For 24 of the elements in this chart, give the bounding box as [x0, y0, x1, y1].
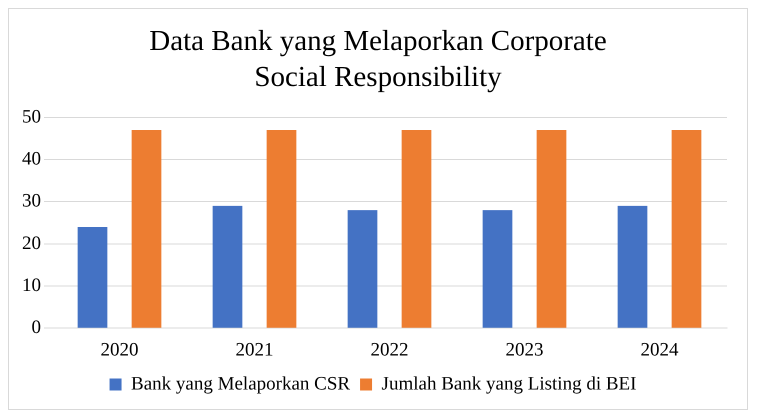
- x-tick-label: 2023: [506, 340, 544, 361]
- x-tick-label: 2021: [236, 340, 274, 361]
- bar: [672, 130, 702, 328]
- legend-label: Jumlah Bank yang Listing di BEI: [382, 373, 636, 394]
- chart-title: Data Bank yang Melaporkan Corporate Social Responsibility: [148, 24, 608, 95]
- x-tick-label: 2020: [100, 340, 138, 361]
- x-tick-label: 2022: [370, 340, 408, 361]
- bar: [132, 130, 162, 328]
- legend-label: Bank yang Melaporkan CSR: [131, 373, 350, 394]
- bar: [266, 130, 296, 328]
- bar: [78, 227, 108, 328]
- bar: [402, 130, 432, 328]
- bar: [348, 210, 378, 328]
- bar: [618, 206, 648, 328]
- y-tick-label: 10: [22, 275, 41, 296]
- y-tick-label: 50: [22, 106, 41, 128]
- x-tick-label: 2024: [640, 340, 679, 361]
- y-tick-label: 30: [22, 190, 41, 212]
- y-tick-label: 0: [32, 317, 41, 338]
- bar: [212, 206, 242, 328]
- bar: [482, 210, 512, 328]
- y-tick-label: 40: [22, 148, 41, 170]
- bar: [536, 130, 566, 328]
- y-tick-label: 20: [22, 232, 41, 254]
